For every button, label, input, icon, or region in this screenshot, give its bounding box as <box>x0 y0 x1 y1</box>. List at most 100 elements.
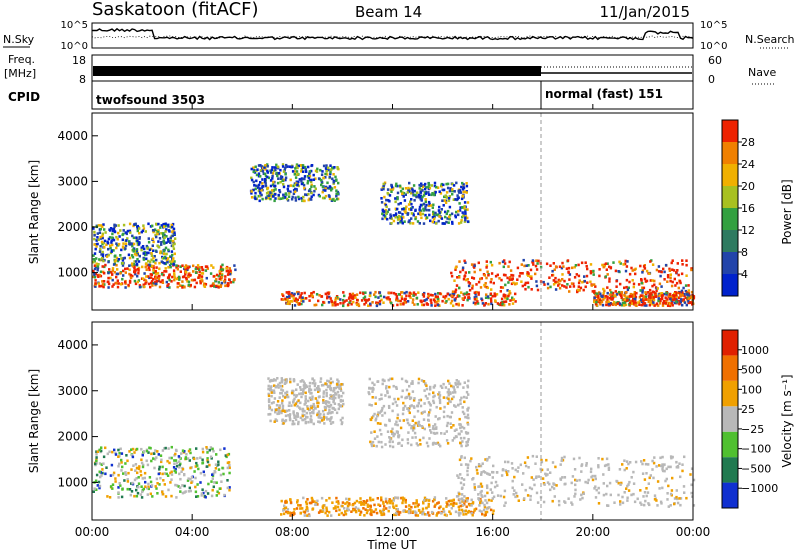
power-cell-1-353 <box>167 229 171 232</box>
velocity-cell-4-273 <box>678 462 681 465</box>
velocity-cell-3-273 <box>422 380 426 383</box>
power-cell-5-347 <box>551 274 554 277</box>
power-cell-3-370 <box>405 290 408 294</box>
velocity-cell-1-373 <box>331 410 334 414</box>
power-cell-5-119 <box>454 288 458 292</box>
velocity-cell-2-94 <box>470 512 473 515</box>
power-cell-0-314 <box>232 278 236 282</box>
velocity-cell-0-274 <box>212 485 215 489</box>
velocity-cell-4-168 <box>647 482 650 485</box>
power-cell-5-79 <box>566 283 569 286</box>
velocity-colorbar-tick-label-1: 500 <box>741 364 762 377</box>
velocity-cell-4-112 <box>571 475 575 478</box>
power-cell-4-78 <box>387 192 390 196</box>
power-cell-4-363 <box>398 217 402 221</box>
power-cell-6-340 <box>606 291 609 295</box>
velocity-cell-0-288 <box>135 466 139 470</box>
power-cell-5-339 <box>657 270 661 273</box>
velocity-cell-2-218 <box>316 499 319 503</box>
power-cell-1-350 <box>171 259 175 262</box>
velocity-cell-4-234 <box>504 501 507 505</box>
velocity-cell-0-231 <box>95 460 98 463</box>
power-cell-3-144 <box>310 292 313 295</box>
power-cell-3-138 <box>373 293 376 296</box>
power-cell-6-216 <box>642 295 645 298</box>
power-cell-1-194 <box>110 241 113 244</box>
power-cell-3-279 <box>450 294 454 298</box>
velocity-cell-1-284 <box>341 399 344 402</box>
power-cell-5-183 <box>529 268 533 272</box>
velocity-cell-2-144 <box>322 504 325 507</box>
power-cell-6-225 <box>648 299 651 303</box>
velocity-cell-2-298 <box>380 513 383 516</box>
velocity-cell-4-206 <box>460 456 463 459</box>
velocity-cell-4-297 <box>461 497 464 501</box>
power-cell-2-3 <box>253 171 257 174</box>
power-cell-3-267 <box>419 299 423 303</box>
velocity-cell-3-328 <box>446 421 449 425</box>
power-cell-0-338 <box>124 267 127 271</box>
power-cell-3-376 <box>493 294 497 298</box>
power-cell-1-247 <box>150 247 153 251</box>
velocity-cell-4-82 <box>460 463 463 466</box>
velocity-cell-1-195 <box>272 401 275 404</box>
power-cell-6-320 <box>600 294 603 298</box>
velocity-cell-4-311 <box>617 481 620 485</box>
velocity-cell-2-163 <box>459 504 462 508</box>
velocity-cell-4-47 <box>597 457 600 460</box>
velocity-cell-3-131 <box>380 445 384 449</box>
velocity-cell-1-132 <box>308 388 312 391</box>
power-cell-6-318 <box>593 300 597 304</box>
power-cell-5-280 <box>504 273 507 277</box>
velocity-cell-1-266 <box>299 401 302 405</box>
velocity-cell-1-6 <box>304 391 307 395</box>
velocity-cell-0-205 <box>130 482 133 485</box>
velocity-cell-4-31 <box>597 465 600 469</box>
cpid-label: CPID <box>8 90 40 104</box>
power-cell-5-300 <box>602 265 605 269</box>
power-cell-3-348 <box>390 291 393 295</box>
power-cell-4-288 <box>401 221 404 225</box>
power-cell-0-10 <box>137 279 141 282</box>
power-cell-4-52 <box>431 206 434 209</box>
velocity-cell-4-316 <box>653 456 656 459</box>
velocity-cell-2-201 <box>440 512 443 515</box>
velocity-cell-3-94 <box>450 426 453 429</box>
power-cell-5-7 <box>572 285 576 288</box>
power-cell-5-271 <box>464 271 467 274</box>
velocity-cell-1-104 <box>332 400 335 404</box>
power-cell-0-305 <box>172 269 176 272</box>
power-cell-6-109 <box>663 292 666 296</box>
power-cell-4-202 <box>409 200 412 204</box>
power-cell-5-90 <box>586 267 589 271</box>
velocity-cell-0-112 <box>160 460 163 464</box>
power-cell-1-192 <box>170 250 174 253</box>
velocity-cell-2-190 <box>289 514 292 517</box>
velocity-cell-2-356 <box>403 497 406 500</box>
power-cell-6-319 <box>618 293 622 296</box>
power-cell-0-196 <box>217 274 220 278</box>
velocity-cell-0-83 <box>154 449 157 452</box>
power-cell-3-266 <box>387 291 391 295</box>
velocity-cell-4-48 <box>669 492 673 496</box>
velocity-cell-3-153 <box>449 422 452 425</box>
power-cell-4-277 <box>440 182 443 186</box>
velocity-cell-0-66 <box>189 451 192 455</box>
power-cell-1-93 <box>145 251 148 255</box>
power-cell-4-293 <box>396 196 399 199</box>
power-cell-3-163 <box>362 297 365 300</box>
velocity-cell-0-121 <box>120 469 123 472</box>
velocity-cell-2-24 <box>330 514 333 517</box>
velocity-cell-3-296 <box>387 378 390 382</box>
power-cell-1-237 <box>171 234 174 238</box>
velocity-cell-2-134 <box>284 506 288 509</box>
velocity-cell-1-203 <box>297 420 300 424</box>
velocity-cell-0-185 <box>183 450 186 453</box>
power-cell-1-139 <box>161 257 164 260</box>
power-cell-0-147 <box>181 284 184 288</box>
velocity-cell-3-265 <box>371 381 374 385</box>
velocity-cell-1-293 <box>317 420 320 423</box>
power-cell-0-201 <box>215 273 219 277</box>
velocity-cell-4-318 <box>651 468 654 471</box>
velocity-cell-1-179 <box>325 392 328 395</box>
